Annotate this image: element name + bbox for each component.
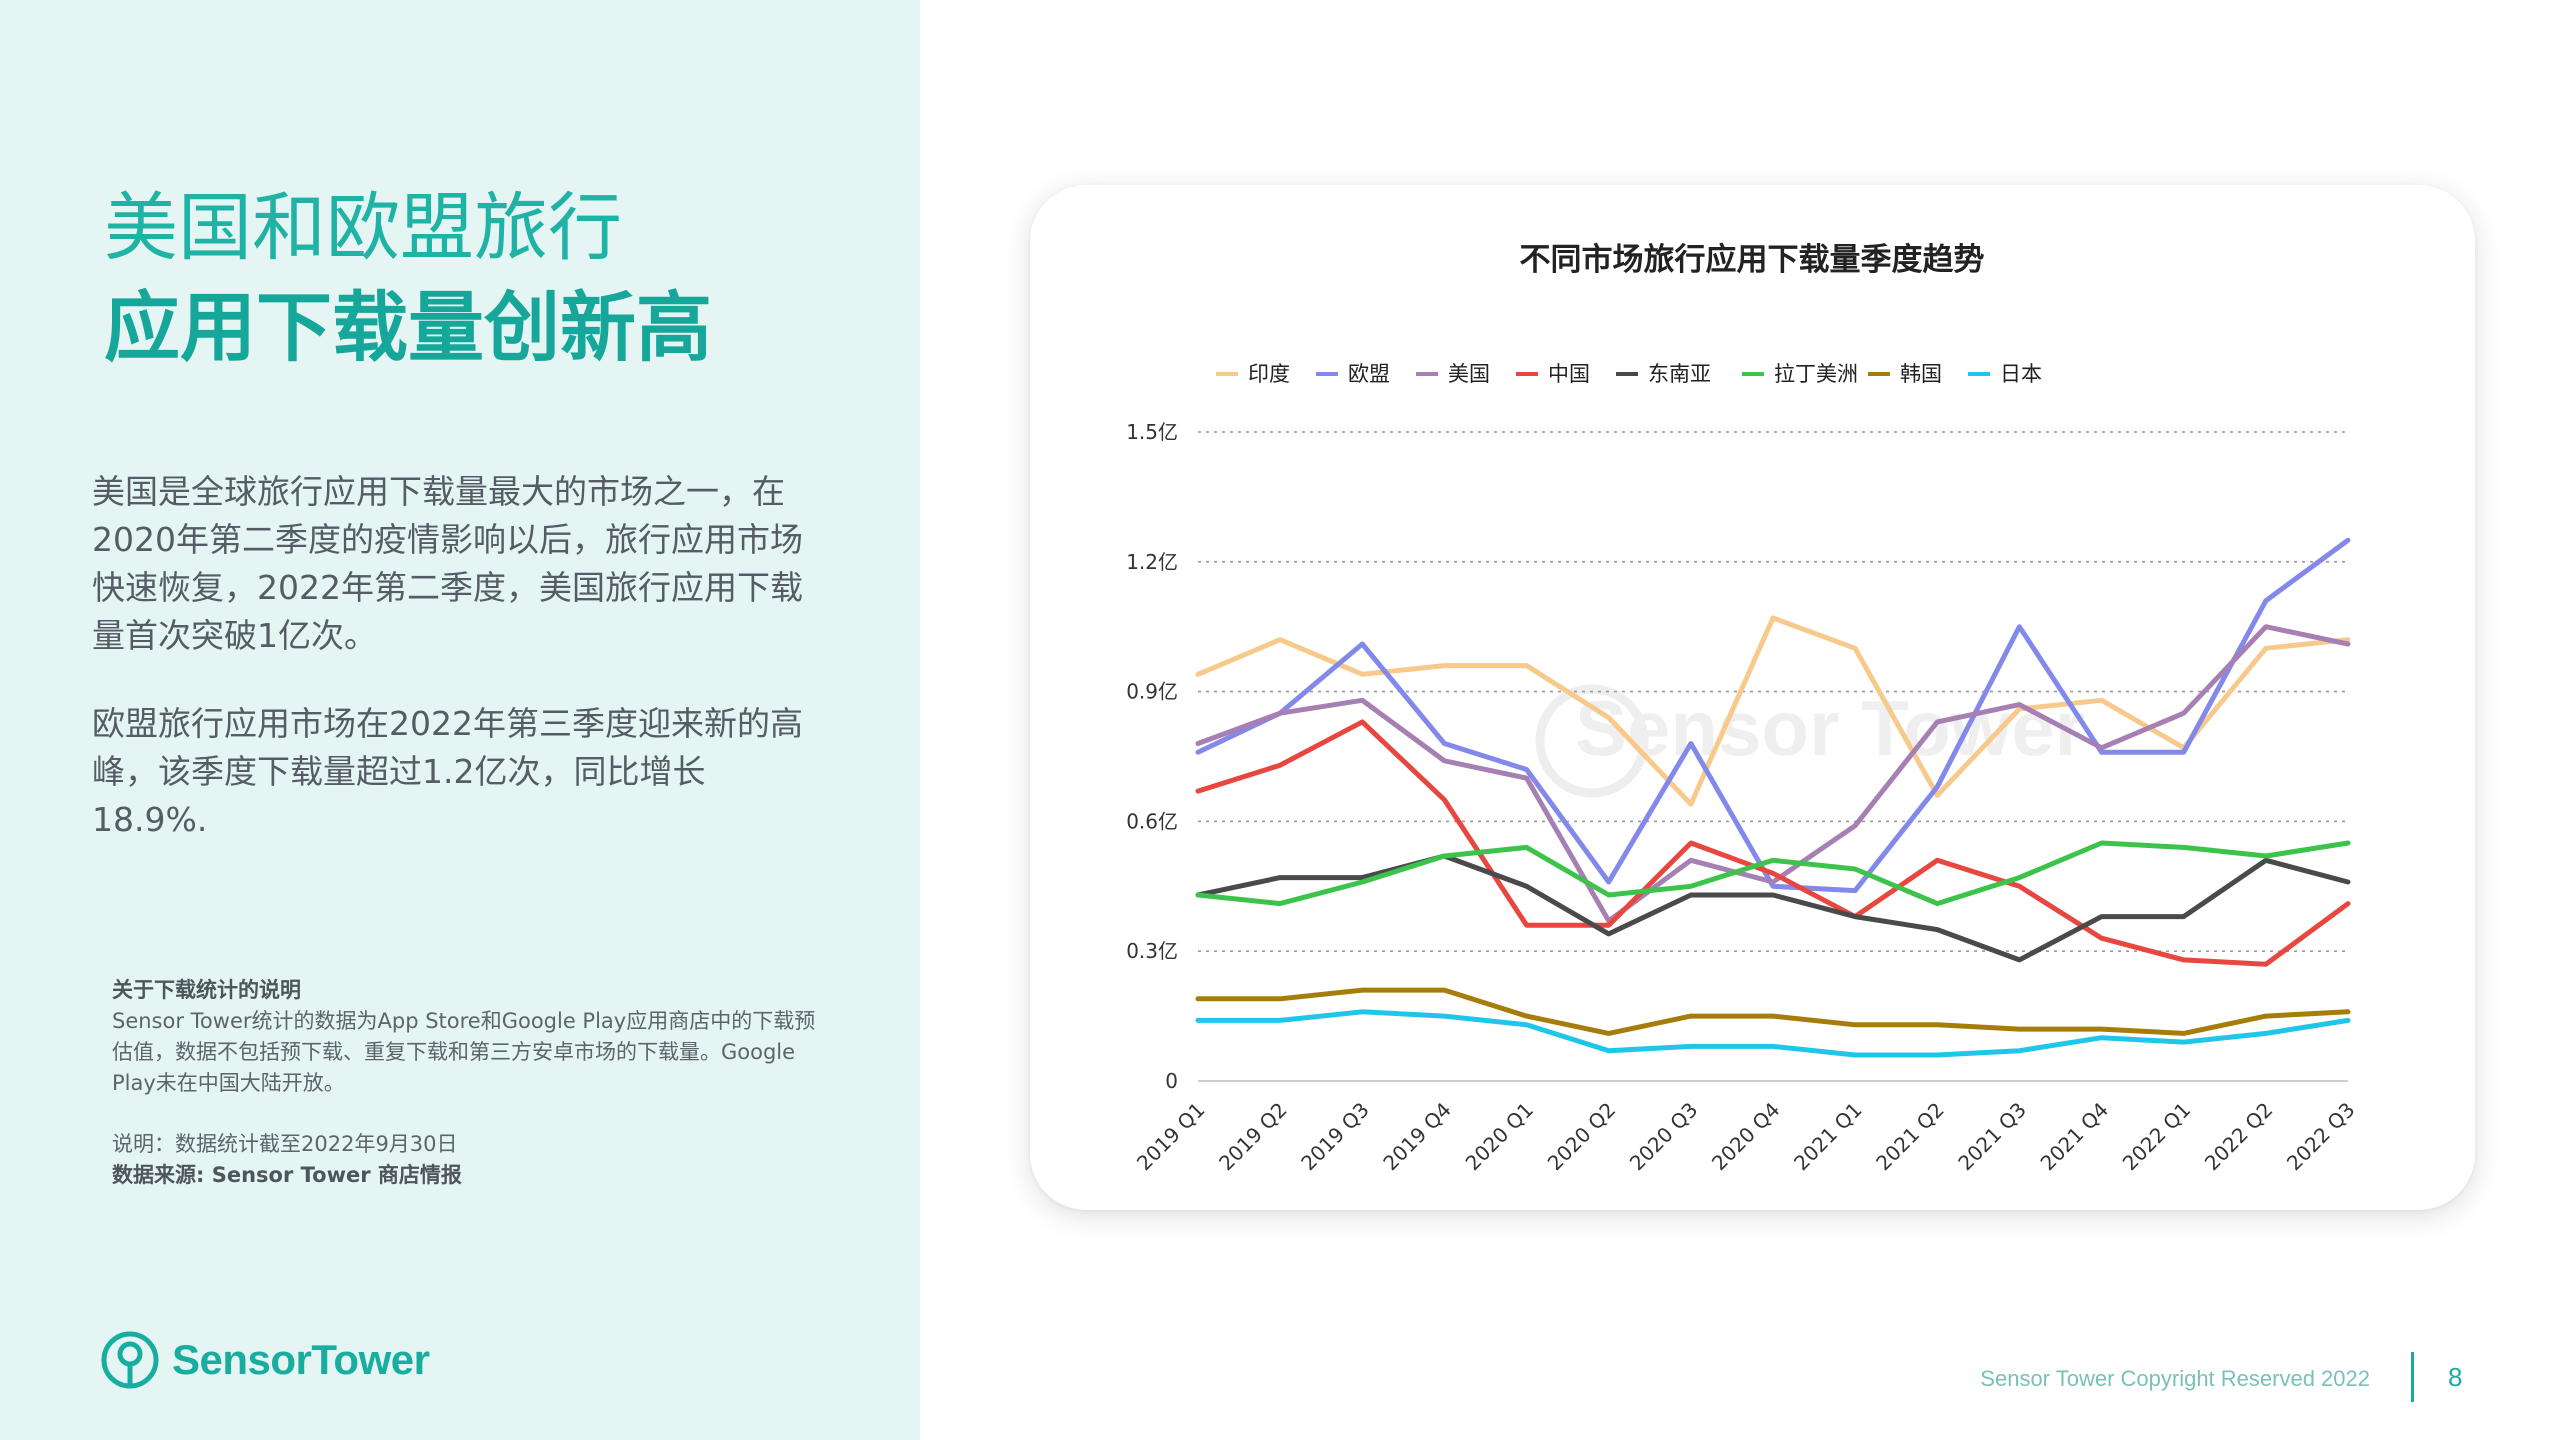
left-panel: 美国和欧盟旅行 应用下载量创新高 美国是全球旅行应用下载量最大的市场之一，在20…: [0, 0, 920, 1440]
series-line: [1195, 624, 2351, 924]
x-tick-label: 2020 Q4: [1707, 1098, 1785, 1176]
x-tick-label: 2022 Q2: [2200, 1098, 2278, 1176]
series-line: [1195, 853, 2351, 963]
chart-card: 不同市场旅行应用下载量季度趋势 Sensor Tower 0 0.3亿 0.6亿 0.9亿…: [1030, 185, 2475, 1210]
x-tick-label: 2019 Q3: [1296, 1098, 1374, 1176]
x-tick-label: 2021 Q2: [1871, 1098, 1949, 1176]
note-body: Sensor Tower统计的数据为App Store和Google Play应…: [112, 1009, 816, 1095]
y-tick-label: 0.9亿: [1126, 680, 1178, 704]
x-tick-label: 2019 Q1: [1132, 1098, 1210, 1176]
series-line: [1195, 1009, 2351, 1058]
x-tick-label: 2021 Q1: [1789, 1098, 1867, 1176]
footer-divider: [2411, 1352, 2414, 1402]
footer-copyright: Sensor Tower Copyright Reserved 2022: [1980, 1366, 2370, 1391]
series-line: [1195, 840, 2351, 907]
line-chart: 不同市场旅行应用下载量季度趋势 Sensor Tower 0 0.3亿 0.6亿 0.9亿…: [1126, 242, 2360, 1176]
chart-watermark: Sensor Tower: [1575, 684, 2085, 772]
y-tick-label: 1.5亿: [1126, 420, 1178, 444]
x-tick-label: 2021 Q4: [2036, 1098, 2114, 1176]
note-source: 数据来源: Sensor Tower 商店情报: [112, 1163, 462, 1187]
chart-title: 不同市场旅行应用下载量季度趋势: [1520, 242, 1985, 278]
y-tick-label: 0: [1165, 1069, 1178, 1093]
legend-label: 中国: [1548, 362, 1590, 386]
x-tick-label: 2022 Q1: [2118, 1098, 2196, 1176]
legend-label: 拉丁美洲: [1774, 362, 1858, 386]
x-tick-label: 2022 Q3: [2282, 1098, 2360, 1176]
brand-wordmark: SensorTower: [172, 1336, 430, 1383]
x-tick-label: 2019 Q2: [1214, 1098, 1292, 1176]
download-stats-note: 关于下载统计的说明 Sensor Tower统计的数据为App Store和Go…: [112, 975, 832, 1191]
legend-label: 欧盟: [1348, 362, 1390, 386]
note-date: 说明：数据统计截至2022年9月30日: [112, 1132, 458, 1156]
x-tick-label: 2020 Q3: [1625, 1098, 1703, 1176]
legend-label: 美国: [1448, 362, 1490, 386]
series-line: [1195, 987, 2351, 1036]
x-tick-label: 2021 Q3: [1953, 1098, 2031, 1176]
sensor-tower-logo-icon: [101, 1331, 159, 1389]
x-tick-label: 2019 Q4: [1378, 1098, 1456, 1176]
legend-label: 日本: [2000, 362, 2042, 386]
y-tick-label: 0.3亿: [1126, 939, 1178, 963]
page-title-line2: 应用下载量创新高: [104, 283, 712, 372]
x-tick-label: 2020 Q1: [1461, 1098, 1539, 1176]
series-line: [1195, 719, 2351, 967]
series-line: [1195, 537, 2351, 894]
paragraph-us: 美国是全球旅行应用下载量最大的市场之一，在2020年第二季度的疫情影响以后，旅行…: [92, 472, 803, 655]
y-tick-label: 1.2亿: [1126, 550, 1178, 574]
legend-label: 韩国: [1900, 362, 1942, 386]
note-title: 关于下载统计的说明: [112, 978, 301, 1002]
series-line: [1195, 615, 2351, 807]
page-title-line1: 美国和欧盟旅行: [104, 185, 622, 271]
page-number: 8: [2448, 1362, 2463, 1392]
paragraph-eu: 欧盟旅行应用市场在2022年第三季度迎来新的高峰，该季度下载量超过1.2亿次，同…: [92, 704, 803, 839]
legend-label: 印度: [1248, 362, 1290, 386]
y-tick-label: 0.6亿: [1126, 809, 1178, 833]
legend-label: 东南亚: [1648, 362, 1711, 386]
page-title: 美国和欧盟旅行 应用下载量创新高: [104, 178, 712, 378]
brand-logo: SensorTower: [100, 1330, 430, 1390]
watermark-logo-icon: [1535, 684, 1649, 798]
x-tick-label: 2020 Q2: [1543, 1098, 1621, 1176]
